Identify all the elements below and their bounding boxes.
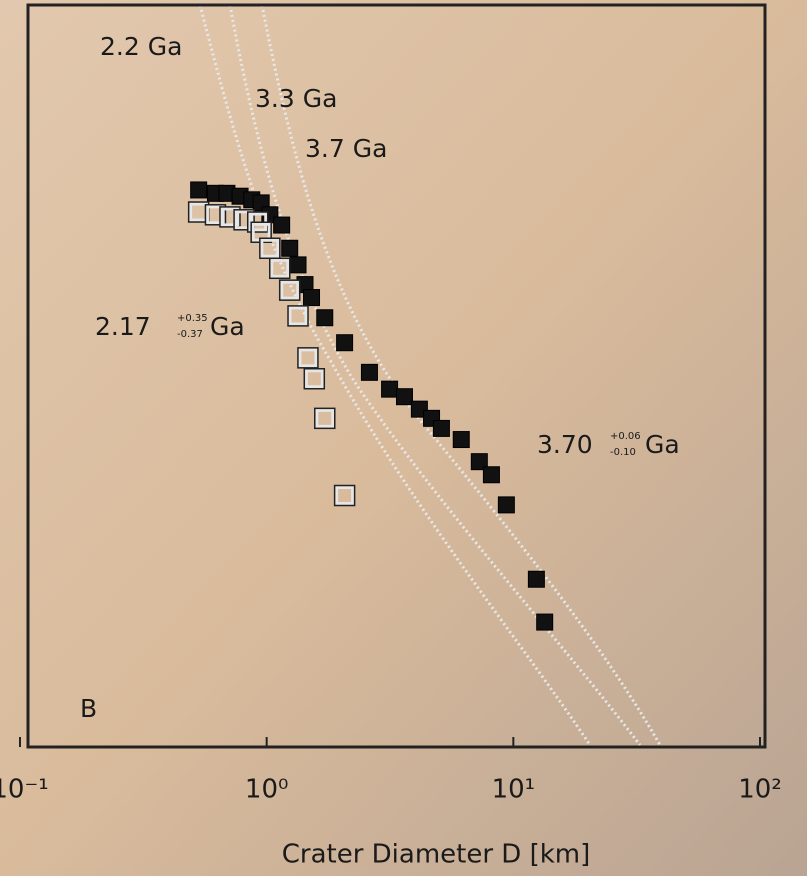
data-point — [289, 256, 307, 274]
data-point-outline — [204, 204, 227, 226]
data-point — [260, 238, 280, 258]
data-point — [470, 453, 488, 471]
x-tick-label: 10¹ — [492, 775, 536, 805]
data-point — [432, 419, 450, 437]
data-point — [316, 309, 334, 327]
annotation: -0.10 — [610, 447, 636, 458]
annotation: Ga — [645, 430, 680, 459]
data-point-outline — [269, 257, 291, 280]
isochron-curve — [198, 4, 592, 746]
annotation: 3.7 Ga — [305, 134, 387, 163]
data-point — [452, 431, 470, 449]
data-point-outline — [278, 279, 301, 301]
plot-frame — [26, 3, 767, 749]
data-point — [273, 216, 291, 234]
data-point — [280, 280, 300, 300]
data-point — [288, 306, 308, 326]
annotation: +0.06 — [610, 431, 641, 442]
data-point — [497, 496, 515, 514]
annotation: Ga — [210, 312, 245, 341]
data-point — [304, 369, 324, 389]
x-tick-label: 10⁻¹ — [0, 775, 49, 805]
x-tick-label: 10² — [738, 775, 782, 805]
data-point — [270, 258, 290, 278]
data-point — [315, 408, 335, 428]
data-point-outline — [303, 367, 326, 390]
annotation: 2.2 Ga — [100, 32, 182, 61]
data-point-outline — [233, 209, 255, 231]
data-point — [381, 380, 399, 398]
annotation: 2.17 — [95, 312, 151, 341]
data-point — [395, 388, 413, 406]
data-point-outline — [333, 484, 356, 507]
data-point-outline — [314, 407, 336, 430]
data-point — [190, 181, 208, 199]
data-point — [360, 363, 378, 381]
data-point-outline — [297, 347, 319, 369]
data-point — [536, 613, 554, 631]
annotation: 3.3 Ga — [255, 84, 337, 113]
isochron-curve — [228, 4, 642, 746]
annotation: +0.35 — [177, 313, 208, 324]
isochron-curve — [260, 4, 662, 746]
data-point-outline — [287, 305, 309, 327]
data-point — [527, 570, 545, 588]
data-point — [335, 486, 355, 506]
data-point — [220, 207, 240, 227]
data-point — [281, 239, 299, 257]
data-point — [298, 348, 318, 368]
data-point — [303, 289, 321, 307]
data-point — [234, 210, 254, 230]
x-axis-label: Crater Diameter D [km] — [282, 840, 591, 870]
annotation: -0.37 — [177, 329, 203, 340]
data-point — [482, 466, 500, 484]
data-point-outline — [219, 206, 241, 228]
x-tick-label: 10⁰ — [245, 775, 289, 805]
annotation: 3.70 — [537, 430, 593, 459]
panel-label: B — [80, 694, 97, 723]
data-point — [336, 334, 354, 352]
